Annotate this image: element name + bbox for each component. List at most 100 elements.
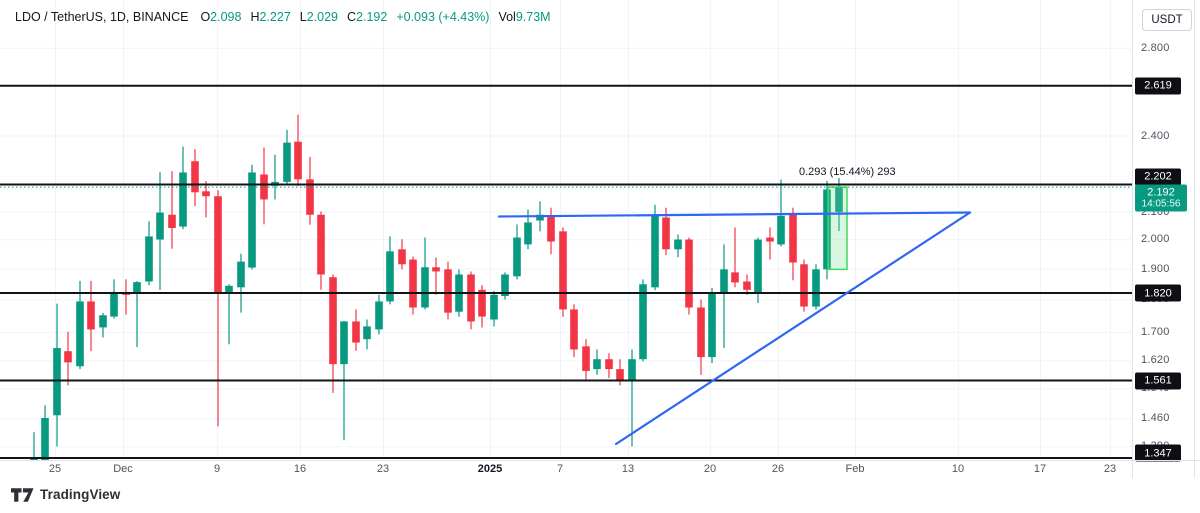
candle-body: [593, 359, 601, 370]
candle-body: [674, 239, 682, 250]
candle-body: [41, 418, 49, 461]
time-axis[interactable]: 25 Dec 9 16 23 2025 7 13 20 26 Feb 10 17 23: [0, 460, 1200, 479]
change-value: +0.093 (+4.43%): [396, 10, 490, 24]
candle-body: [248, 172, 256, 268]
candle-body: [582, 346, 590, 371]
candle-body: [306, 179, 314, 215]
trendline[interactable]: [497, 211, 972, 218]
price-axis[interactable]: 2.8002.4002.1002.0001.9001.8001.7001.620…: [1132, 0, 1195, 478]
candle-body: [432, 267, 440, 272]
candle-body: [214, 196, 222, 293]
time-axis-label: 26: [771, 463, 785, 475]
candle-body: [547, 215, 555, 242]
candle-body: [294, 141, 302, 180]
candle-body: [110, 292, 118, 317]
candle-body: [570, 309, 578, 350]
candle-body: [191, 161, 199, 193]
price-axis-label: 1.700: [1141, 325, 1170, 338]
candle-body: [179, 172, 187, 227]
candle-body: [524, 222, 532, 245]
candle-body: [202, 191, 210, 197]
candle-body: [329, 277, 337, 365]
candle-body: [501, 274, 509, 297]
candle-body: [375, 301, 383, 330]
ohlc-open: O2.098: [200, 10, 242, 24]
volume: Vol9.73M: [498, 10, 551, 24]
time-axis-label: 16: [293, 463, 307, 475]
candle-body: [225, 285, 233, 293]
candle-body: [156, 212, 164, 240]
candle-body: [800, 264, 808, 307]
window-right-separator: [1194, 0, 1195, 478]
candle-body: [731, 272, 739, 283]
candle-body: [720, 269, 728, 293]
candle-body: [628, 359, 636, 381]
candle-body: [616, 369, 624, 381]
time-axis-label: Dec: [113, 463, 133, 475]
time-axis-label: 17: [1033, 463, 1047, 475]
time-axis-label: 25: [48, 463, 62, 475]
candle-body: [87, 301, 95, 330]
price-axis-label: 2.400: [1141, 129, 1170, 142]
candle-body: [754, 239, 762, 293]
candle-body: [812, 269, 820, 307]
price-level-badge: 1.820: [1135, 284, 1181, 302]
candle-body: [697, 307, 705, 358]
time-axis-label: Feb: [845, 463, 865, 475]
tradingview-logo[interactable]: TradingView: [11, 487, 120, 502]
current-price-badge: 2.192 14:05:56: [1135, 184, 1187, 212]
candle-body: [53, 348, 61, 416]
price-level-badge: 1.561: [1135, 372, 1181, 389]
chart-canvas[interactable]: [0, 0, 1132, 478]
price-axis-label: 2.000: [1141, 233, 1170, 246]
price-level-badge: 2.619: [1135, 77, 1181, 95]
candle-body: [662, 217, 670, 250]
price-axis-label: 1.900: [1141, 262, 1170, 275]
candle-body: [352, 321, 360, 343]
time-axis-label: 7: [556, 463, 564, 475]
time-axis-label: 20: [703, 463, 717, 475]
candle-body: [766, 237, 774, 242]
candle-body: [777, 215, 785, 245]
symbol-title[interactable]: LDO / TetherUS, 1D, BINANCE: [15, 10, 189, 24]
time-axis-label: 2025: [477, 463, 503, 475]
candle-body: [145, 236, 153, 282]
time-axis-label: 13: [621, 463, 635, 475]
candle-body: [168, 214, 176, 228]
time-axis-separator: [0, 460, 1200, 461]
candle-body: [340, 321, 348, 365]
time-axis-label: 23: [1103, 463, 1117, 475]
price-level-badge: 1.347: [1135, 444, 1181, 462]
candle-body: [789, 214, 797, 263]
candle-body: [386, 251, 394, 302]
candle-body: [651, 215, 659, 288]
candle-body: [317, 214, 325, 275]
candle-body: [559, 231, 567, 310]
candle-body: [490, 294, 498, 320]
trendline[interactable]: [614, 211, 972, 446]
candle-body: [536, 214, 544, 221]
price-axis-label: 1.620: [1141, 354, 1170, 367]
candle-body: [444, 269, 452, 313]
measure-box[interactable]: [827, 186, 848, 271]
candle-body: [478, 289, 486, 317]
tradingview-logo-icon: [11, 487, 34, 502]
candle-body: [513, 237, 521, 277]
ohlc-low: L2.029: [299, 10, 338, 24]
candle-body: [237, 261, 245, 288]
ohlc-high: H2.227: [250, 10, 291, 24]
price-level-badge: 2.202: [1135, 168, 1181, 185]
price-axis-label: 1.460: [1141, 412, 1170, 425]
candle-body: [30, 457, 38, 461]
candle-body: [133, 282, 141, 293]
price-axis-label: 2.800: [1141, 41, 1170, 54]
candle-body: [64, 351, 72, 363]
candle-body: [99, 315, 107, 328]
candle-body: [639, 284, 647, 360]
tradingview-logo-text: TradingView: [40, 487, 121, 502]
ohlc-close: C2.192: [347, 10, 388, 24]
candle-body: [363, 326, 371, 340]
candle-body: [835, 187, 843, 213]
currency-unit-button[interactable]: USDT: [1142, 9, 1192, 31]
